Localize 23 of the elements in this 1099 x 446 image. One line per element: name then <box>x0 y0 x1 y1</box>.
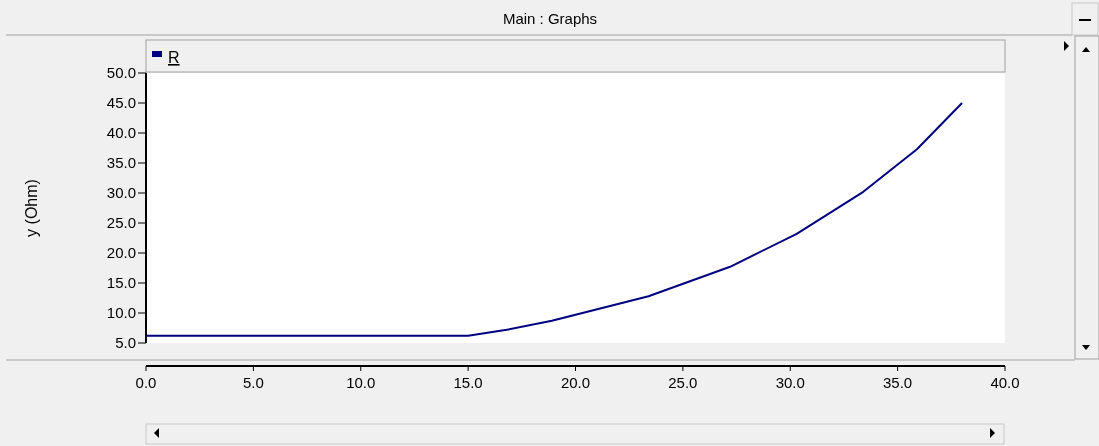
y-tick-label: 5.0 <box>115 334 136 351</box>
y-tick-label: 20.0 <box>106 244 136 261</box>
chart-title: Main : Graphs <box>502 10 598 27</box>
y-axis-title: y (Ohm) <box>23 179 40 237</box>
y-tick-label: 35.0 <box>106 154 136 171</box>
line-series <box>145 102 964 337</box>
y-tick-label: 45.0 <box>106 94 136 111</box>
legend-label: R <box>168 49 180 66</box>
x-tick-label: 40.0 <box>990 374 1020 391</box>
y-tick-label: 10.0 <box>106 304 136 321</box>
x-tick-label: 15.0 <box>453 374 483 391</box>
y-tick-label: 30.0 <box>106 184 136 201</box>
x-tick-label: 10.0 <box>346 374 376 391</box>
x-tick-label: 25.0 <box>668 374 698 391</box>
y-tick-label: 40.0 <box>106 124 136 141</box>
x-tick-label: 0.0 <box>135 374 157 391</box>
y-tick-label: 15.0 <box>106 274 136 291</box>
x-tick-label: 5.0 <box>242 374 264 391</box>
x-tick-label: 30.0 <box>775 374 805 391</box>
x-tick-label: 35.0 <box>883 374 913 391</box>
y-tick-label: 25.0 <box>106 214 136 231</box>
y-tick-label: 50.0 <box>106 64 136 81</box>
x-tick-label: 20.0 <box>560 374 591 391</box>
